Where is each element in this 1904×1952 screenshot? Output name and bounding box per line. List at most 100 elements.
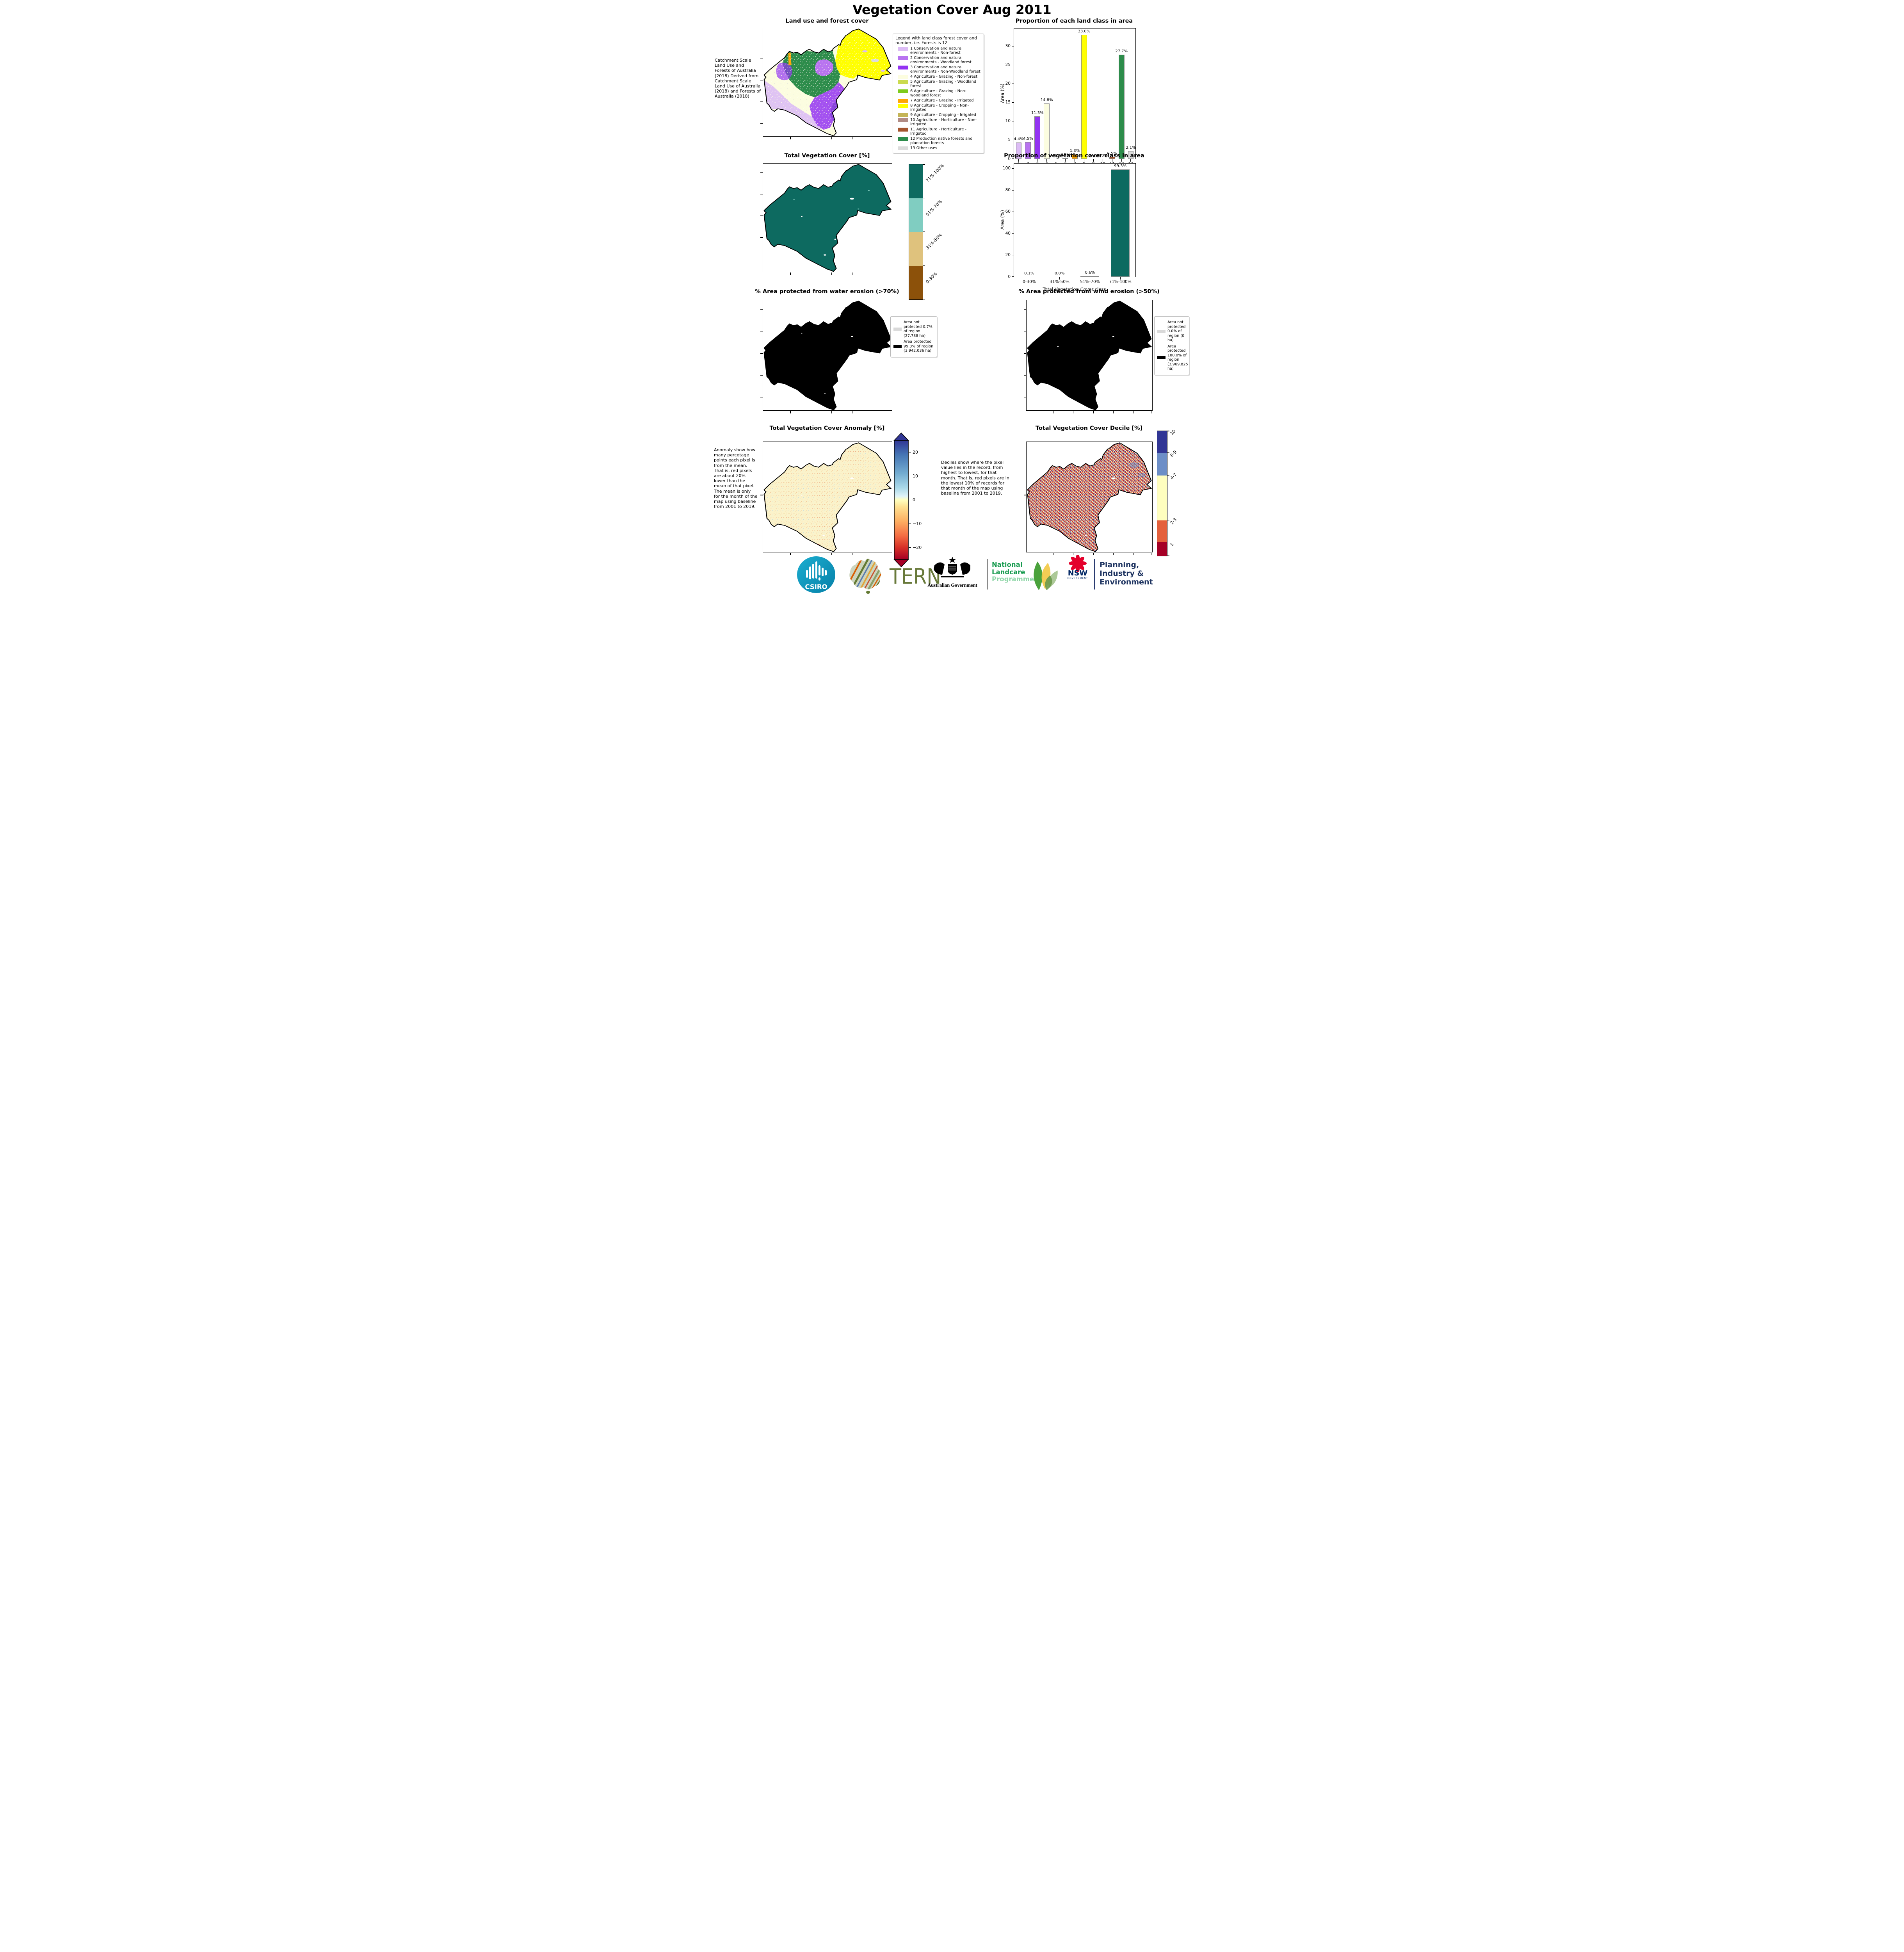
bar <box>1080 276 1100 277</box>
legend-swatch <box>898 75 908 79</box>
wind-erosion-map <box>1023 300 1153 413</box>
dept-line-1: Planning, <box>1100 561 1139 569</box>
bar <box>1044 103 1050 159</box>
colorbar-segment <box>1157 453 1167 476</box>
colorbar-label: 4-7 <box>1169 472 1178 481</box>
tern-logo-icon: TERN <box>845 556 944 595</box>
land-class-bar-chart: 0510152025304.4%14.5%211.3%314.8%40.0%50… <box>1005 28 1136 166</box>
colorbar-segment <box>909 164 923 198</box>
nsw-government-logo: NSW GOVERNMENT <box>1065 554 1090 594</box>
bar-value-label: 4.4% <box>1014 137 1024 141</box>
x-tick <box>1018 159 1019 162</box>
legend-label: 3 Conservation and natural environments … <box>910 65 980 74</box>
map-axis-tick <box>760 309 763 310</box>
legend-label: Area not protected 0.0% of region (0 ha) <box>1167 320 1186 342</box>
y-tick-label: 30 <box>1005 43 1011 48</box>
csiro-logo-text: CSIRO <box>805 583 827 591</box>
colorbar-segment <box>909 198 923 232</box>
y-tick <box>1011 190 1014 191</box>
legend-item: 7 Agriculture - Grazing - Irrigated <box>895 98 981 103</box>
legend-item: 3 Conservation and natural environments … <box>895 65 981 74</box>
colorbar-label: 31%-50% <box>925 232 943 251</box>
water-erosion-legend: Area not protected 0.7% of region (27,78… <box>890 316 937 357</box>
bar-value-label: 14.8% <box>1040 98 1053 102</box>
anomaly-note: Anomaly show how many percetage points e… <box>714 447 758 509</box>
legend-swatch <box>898 137 908 141</box>
logo-divider <box>987 559 988 590</box>
y-tick-label: 60 <box>1005 209 1011 214</box>
legend-item: 1 Conservation and natural environments … <box>895 46 981 55</box>
colorbar-segment <box>1157 542 1167 556</box>
land-use-legend: Legend with land class forest cover and … <box>893 34 984 154</box>
x-tick <box>1130 159 1131 162</box>
map-axis-tick <box>831 411 832 413</box>
legend-item: 6 Agriculture - Grazing - Non-woodland f… <box>895 89 981 98</box>
y-tick-label: 20 <box>1005 253 1011 258</box>
map-axis-tick <box>1113 411 1114 413</box>
page-title: Vegetation Cover Aug 2011 <box>852 2 1052 17</box>
veg-class-chart-title: Proportion of vegetation cover class in … <box>1004 153 1144 159</box>
dept-line-2: Industry & <box>1100 569 1144 578</box>
colorbar-tick <box>1167 475 1169 476</box>
bar-value-label: 0.1% <box>1024 271 1034 276</box>
y-tick <box>1011 168 1014 169</box>
landcare-line-3: Programme <box>992 575 1034 583</box>
y-tick <box>1011 276 1014 277</box>
x-tick <box>1120 277 1121 280</box>
map-axis-tick <box>1093 411 1094 413</box>
bar-value-label: 2.1% <box>1126 145 1136 150</box>
legend-label: 5 Agriculture - Grazing - Woodland fores… <box>910 80 977 89</box>
map-axis-tick <box>831 552 832 555</box>
x-tick-label: 71%-100% <box>1109 280 1132 284</box>
australian-government-logo: Australian Government <box>923 556 982 593</box>
wind-erosion-map-graphic <box>1027 301 1152 410</box>
report-figure: Vegetation Cover Aug 2011 Land use and f… <box>714 0 1190 596</box>
land-class-chart-title: Proportion of each land class in area <box>1015 18 1133 24</box>
bar-value-label: 0.6% <box>1085 271 1095 275</box>
y-tick <box>1011 102 1014 103</box>
legend-swatch <box>898 146 908 151</box>
veg-cover-map-graphic <box>763 164 891 272</box>
y-tick-label: 25 <box>1005 62 1011 67</box>
bar <box>1025 142 1031 159</box>
water-erosion-map-graphic <box>763 301 891 410</box>
map-axis-tick <box>760 172 763 173</box>
veg-cover-map <box>760 163 892 275</box>
bar-value-label: 33.0% <box>1078 29 1091 34</box>
legend-label: 4 Agriculture - Grazing - Non-forest <box>910 75 977 79</box>
y-tick-label: 100 <box>1002 166 1011 171</box>
y-tick-label: 5 <box>1008 137 1011 142</box>
colorbar-tick <box>923 265 925 266</box>
water-erosion-map-title: % Area protected from water erosion (>70… <box>755 289 899 295</box>
legend-item: 10 Agriculture - Horticulture - Non-irri… <box>895 118 981 127</box>
legend-item: 2 Conservation and natural environments … <box>895 56 981 65</box>
legend-label: Area protected 100.0% of region (3,969,8… <box>1167 344 1188 371</box>
map-axis-tick <box>1113 552 1114 555</box>
colorbar-segment <box>1157 431 1167 453</box>
veg-class-chart-xlabel: Total Vegetation Cover class <box>1043 287 1106 292</box>
map-axis-tick <box>1023 309 1026 310</box>
nsw-government-text: GOVERNMENT <box>1068 577 1088 580</box>
bar-value-label: 0.2% <box>1060 153 1071 157</box>
colorbar-tick-label: 20 <box>913 449 918 455</box>
legend-swatch <box>898 99 908 103</box>
y-tick-label: 0 <box>1008 156 1011 161</box>
veg-class-bar-chart: 0 20 40 60 80 100 0.1% 0-30% 0.0% 31%-50% 0.6% 51%-… <box>1003 163 1136 284</box>
legend-label: 11 Agriculture - Horticulture - Irrigate… <box>910 127 967 136</box>
csiro-logo-icon: CSIRO <box>797 556 836 594</box>
bar-value-label: 0.0% <box>1088 153 1099 158</box>
x-tick <box>1059 277 1060 280</box>
legend-item: 5 Agriculture - Grazing - Woodland fores… <box>895 80 981 89</box>
colorbar-label: 8-9 <box>1169 449 1178 458</box>
anomaly-colorbar: 20 10 0 −10 −20 <box>893 432 922 568</box>
bar-value-label: 1.3% <box>1069 148 1080 153</box>
map-axis-tick <box>760 375 763 376</box>
legend-swatch <box>898 113 908 118</box>
bar <box>1016 142 1022 159</box>
legend-label: 1 Conservation and natural environments … <box>910 46 963 55</box>
colorbar-segment <box>1157 475 1167 520</box>
bar-value-label: 0.0% <box>1098 153 1108 158</box>
bar <box>1111 169 1130 277</box>
legend-swatch <box>893 328 902 331</box>
legend-label: 12 Production native forests and plantat… <box>910 137 973 146</box>
